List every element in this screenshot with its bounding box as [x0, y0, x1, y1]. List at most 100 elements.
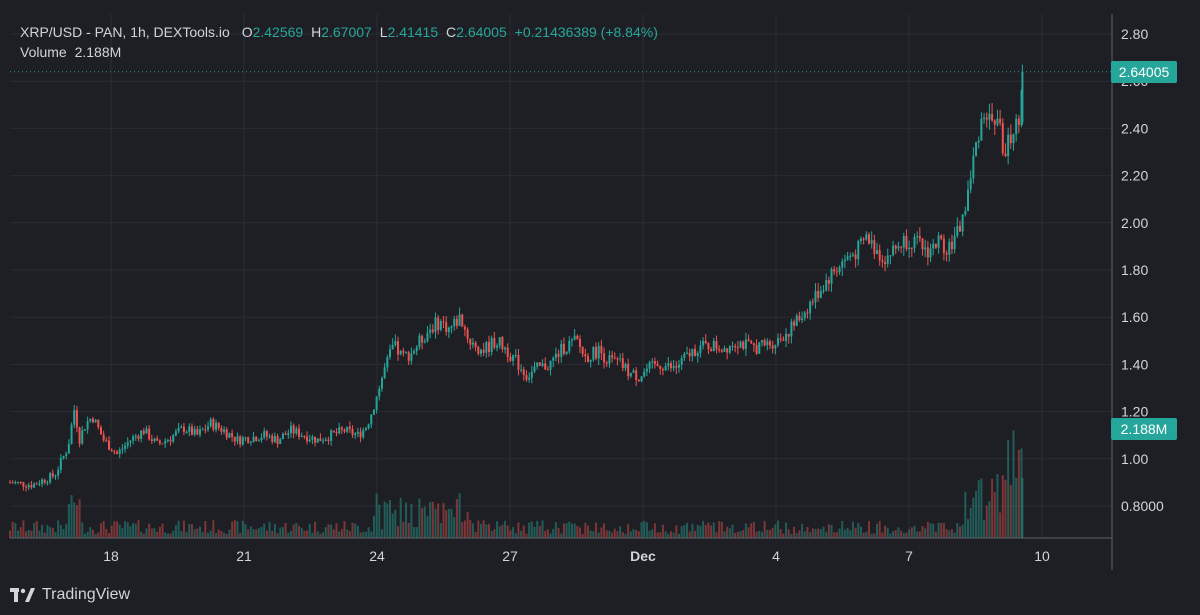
- price-axis-bg[interactable]: [1112, 14, 1200, 569]
- y-axis-ticks: 2.802.602.402.202.001.801.601.401.201.00…: [1121, 26, 1164, 514]
- low-label: L: [379, 24, 388, 40]
- volume-bar: [921, 525, 924, 538]
- candle: [712, 337, 715, 352]
- volume-bar: [405, 502, 408, 538]
- volume-bar: [619, 526, 622, 538]
- candle: [506, 343, 509, 363]
- volume-bar: [174, 525, 177, 538]
- candle: [958, 220, 961, 232]
- volume-bar: [675, 525, 678, 538]
- candle: [889, 255, 892, 265]
- candle: [126, 437, 129, 449]
- volume-bar: [461, 522, 464, 538]
- grid: [10, 14, 1112, 538]
- volume-bar: [790, 533, 793, 538]
- candle: [616, 356, 619, 366]
- volume-bar: [1009, 485, 1012, 538]
- open-label: O: [241, 24, 253, 40]
- volume-bar: [14, 523, 17, 538]
- candle: [300, 432, 303, 438]
- candle: [554, 347, 557, 362]
- candle: [148, 425, 151, 441]
- candle: [678, 359, 680, 373]
- volume-bar: [948, 530, 951, 538]
- volume-bar: [236, 521, 239, 538]
- volume-bar: [134, 523, 137, 538]
- volume-bar: [560, 533, 563, 538]
- candle: [445, 315, 448, 336]
- candle: [699, 340, 702, 358]
- volume-bar: [364, 531, 367, 538]
- volume-bar: [148, 523, 151, 538]
- candle: [1004, 143, 1007, 158]
- volume-bar: [485, 524, 488, 538]
- volume-bar: [950, 529, 953, 538]
- volume-bar: [38, 530, 41, 538]
- volume-bar: [814, 528, 817, 538]
- volume-bar: [217, 529, 220, 538]
- tradingview-logo[interactable]: TradingView: [10, 586, 130, 604]
- volume-bar: [653, 523, 656, 538]
- candle: [884, 255, 887, 272]
- volume-bar: [509, 530, 512, 538]
- y-tick-label: 2.20: [1121, 168, 1148, 184]
- volume-bar: [726, 526, 729, 538]
- volume-bar: [59, 525, 62, 538]
- candle: [921, 237, 924, 256]
- candle: [67, 439, 70, 454]
- candle: [466, 327, 469, 344]
- volume-bar: [667, 533, 670, 538]
- candle: [62, 455, 65, 460]
- candle: [51, 469, 54, 479]
- volume-bar: [466, 511, 469, 538]
- volume-bar: [340, 529, 343, 538]
- volume-bar: [273, 523, 276, 538]
- volume-bar: [479, 523, 482, 538]
- candle: [707, 342, 710, 355]
- candle: [351, 425, 354, 438]
- candle: [496, 343, 499, 352]
- candle: [469, 338, 472, 350]
- candle: [509, 352, 512, 362]
- volume-bar: [562, 523, 565, 538]
- volume-bar: [801, 523, 804, 538]
- volume-bar: [220, 530, 223, 538]
- volume-bar: [316, 531, 319, 538]
- symbol-label[interactable]: XRP/USD - PAN, 1h, DEXTools.io: [20, 24, 230, 40]
- volume-bar: [268, 521, 271, 538]
- candle: [589, 359, 592, 368]
- candle: [94, 419, 97, 423]
- candle: [916, 231, 919, 245]
- volume-bar: [777, 520, 780, 538]
- volume-bar: [102, 520, 105, 538]
- volume-bar: [643, 520, 646, 538]
- volume-bar: [67, 503, 70, 538]
- candle: [322, 437, 325, 445]
- volume-bar: [838, 528, 841, 538]
- candle: [386, 354, 389, 372]
- candle: [247, 436, 250, 444]
- candle: [846, 252, 849, 261]
- candle: [14, 480, 17, 485]
- candle: [838, 265, 841, 275]
- volume-bar: [795, 533, 798, 538]
- candle: [578, 335, 581, 354]
- price-chart[interactable]: 2.802.602.402.202.001.801.601.401.201.00…: [0, 0, 1200, 582]
- candle: [1001, 118, 1004, 156]
- volume-bar: [651, 529, 654, 538]
- y-tick-label: 2.00: [1121, 215, 1148, 231]
- volume-bar: [704, 524, 707, 538]
- candle: [25, 484, 28, 492]
- volume-bar: [490, 530, 493, 538]
- volume-bar: [86, 531, 89, 538]
- candle: [314, 436, 317, 447]
- volume-bar: [78, 499, 81, 538]
- volume-label[interactable]: Volume: [20, 44, 67, 60]
- footer: TradingView: [0, 582, 1200, 615]
- volume-bar: [712, 522, 715, 538]
- volume-bar: [993, 492, 996, 538]
- candle: [54, 474, 57, 480]
- volume-bar: [865, 531, 868, 538]
- volume-bar: [926, 521, 929, 538]
- candle: [651, 358, 654, 369]
